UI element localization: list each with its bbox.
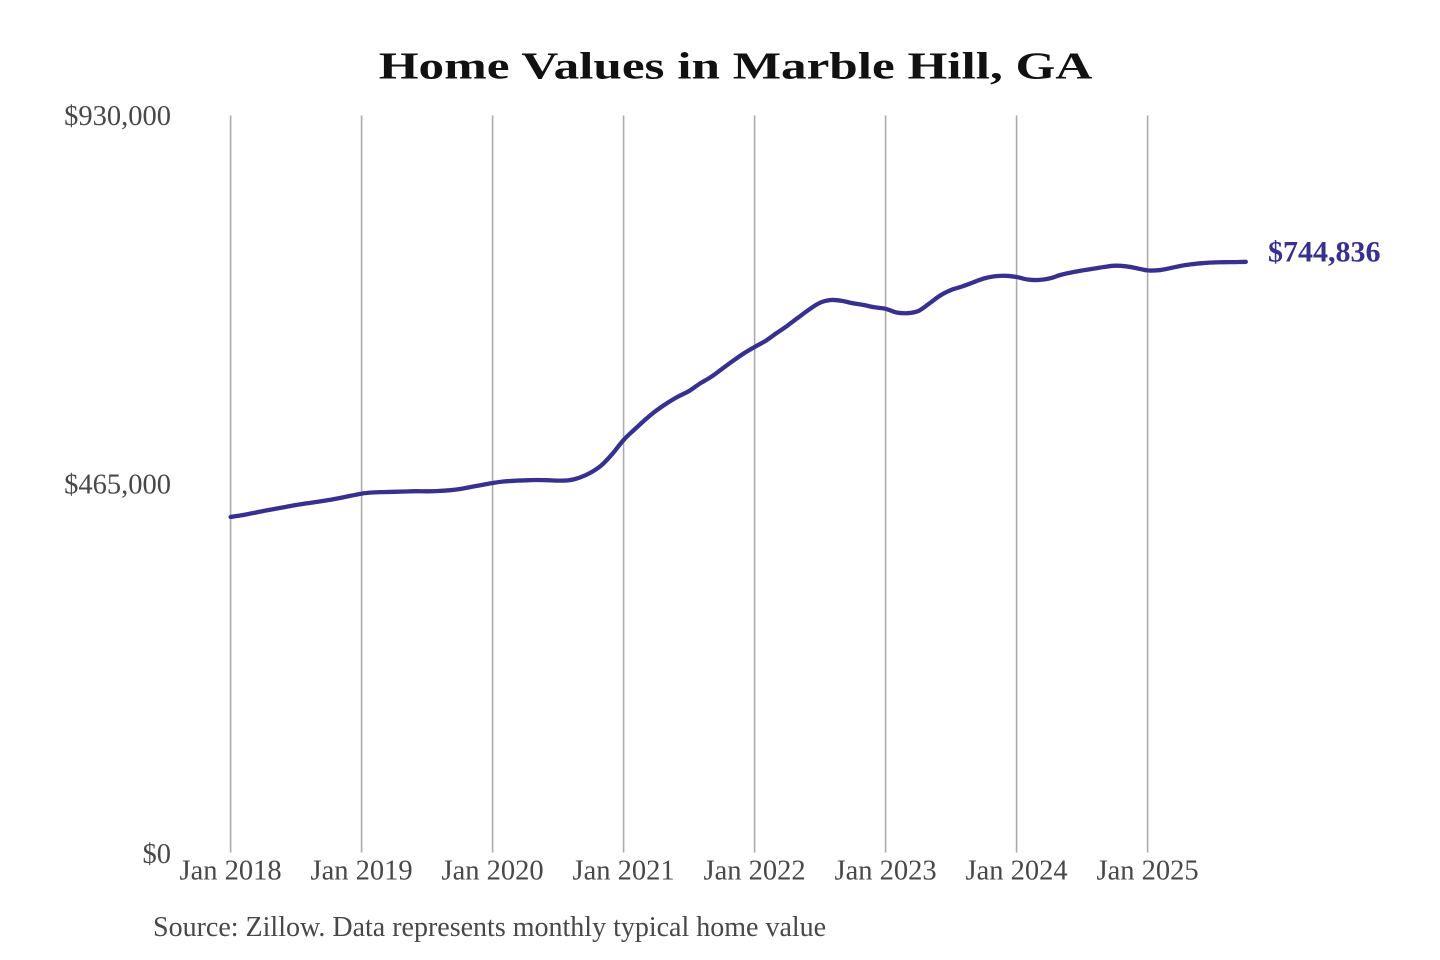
svg-text:$0: $0 <box>143 839 172 870</box>
svg-text:Jan 2024: Jan 2024 <box>966 856 1068 887</box>
svg-text:Jan 2025: Jan 2025 <box>1097 856 1199 887</box>
svg-text:Jan 2022: Jan 2022 <box>704 856 806 887</box>
svg-text:$744,836: $744,836 <box>1268 236 1381 269</box>
svg-text:Jan 2023: Jan 2023 <box>835 856 937 887</box>
svg-text:$465,000: $465,000 <box>64 470 171 501</box>
svg-text:Jan 2021: Jan 2021 <box>573 856 675 887</box>
svg-text:$930,000: $930,000 <box>64 101 171 132</box>
svg-text:Jan 2020: Jan 2020 <box>442 856 544 887</box>
svg-text:Source: Zillow. Data represent: Source: Zillow. Data represents monthly … <box>153 912 826 943</box>
svg-text:Jan 2019: Jan 2019 <box>311 856 413 887</box>
svg-text:Home Values in Marble Hill, GA: Home Values in Marble Hill, GA <box>379 45 1093 87</box>
svg-text:Jan 2018: Jan 2018 <box>180 856 282 887</box>
